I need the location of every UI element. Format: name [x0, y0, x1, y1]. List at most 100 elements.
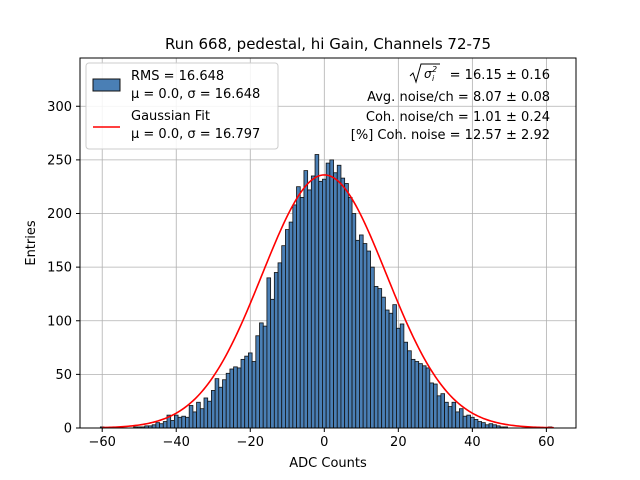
histogram-bar — [259, 322, 264, 429]
histogram-bar — [362, 243, 368, 429]
histogram-bar — [233, 366, 238, 429]
legend-label-rms: RMS = 16.648 — [131, 69, 224, 84]
x-tick-label: 0 — [320, 435, 328, 450]
histogram-bar — [155, 422, 160, 429]
histogram-bar — [481, 422, 486, 429]
histogram-bar — [414, 361, 420, 429]
legend-label-fit-params: μ = 0.0, σ = 16.797 — [131, 127, 260, 142]
histogram-bar — [307, 189, 312, 429]
histogram-bar — [281, 245, 286, 429]
histogram-bars — [99, 154, 553, 429]
histogram-bar — [366, 250, 371, 429]
histogram-bar — [244, 355, 249, 429]
histogram-bar — [344, 183, 349, 429]
histogram-bar — [329, 159, 334, 429]
histogram-bar — [173, 414, 179, 429]
histogram-bar — [418, 363, 423, 429]
histogram-bar — [396, 327, 401, 429]
annotation-coh-noise-pct: [%] Coh. noise = 12.57 ± 2.92 — [351, 128, 550, 143]
histogram-bar — [403, 341, 408, 429]
chart-title: Run 668, pedestal, hi Gain, Channels 72-… — [165, 35, 491, 53]
histogram-bar — [273, 272, 279, 429]
histogram-bar — [370, 266, 375, 429]
histogram-bar — [318, 180, 323, 429]
histogram-bar — [392, 304, 397, 429]
histogram-bar — [384, 309, 390, 429]
histogram-bar — [185, 416, 190, 429]
histogram-bar — [433, 383, 438, 429]
histogram-bar — [266, 277, 272, 429]
histogram-bar — [240, 358, 246, 429]
y-tick-label: 250 — [47, 153, 72, 168]
histogram-bar — [466, 414, 471, 429]
histogram-bar — [203, 397, 209, 429]
histogram-bar — [288, 221, 294, 429]
histogram-bar — [347, 197, 353, 429]
histogram-bar — [177, 416, 183, 429]
histogram-bar — [255, 335, 260, 429]
histogram-bar — [399, 323, 405, 429]
histogram-bar — [340, 177, 346, 429]
y-tick-label: 100 — [47, 314, 72, 329]
histogram-bar — [196, 401, 201, 429]
histogram-bar — [473, 419, 479, 429]
histogram-bar — [181, 415, 186, 429]
histogram-bar — [262, 325, 268, 429]
histogram-bar — [214, 378, 220, 429]
annotation-sigma-sum: = 16.15 ± 0.16 — [450, 68, 550, 83]
histogram-bar — [355, 239, 360, 429]
histogram-bar — [277, 262, 283, 429]
x-tick-label: 20 — [390, 435, 407, 450]
histogram-bar — [188, 405, 194, 429]
svg-text:2: 2 — [432, 65, 437, 74]
histogram-bar — [251, 361, 257, 429]
histogram-bar — [477, 421, 483, 429]
histogram-bar — [299, 197, 305, 429]
histogram-bar — [236, 367, 242, 429]
histogram-bar — [218, 386, 223, 429]
x-tick-label: −20 — [237, 435, 264, 450]
y-tick-label: 200 — [47, 207, 72, 222]
histogram-bar — [459, 408, 464, 429]
histogram-bar — [325, 162, 331, 429]
histogram-bar — [207, 400, 212, 429]
histogram-bar — [462, 415, 468, 429]
y-axis-ticks: 0 50 100 150 200 250 300 — [47, 100, 80, 437]
histogram-bar — [359, 234, 364, 429]
histogram-bar — [170, 420, 175, 429]
annotation-avg-noise: Avg. noise/ch = 8.07 ± 0.08 — [367, 90, 550, 105]
grid — [80, 58, 576, 429]
histogram-bar — [292, 204, 297, 429]
legend-label-fit: Gaussian Fit — [131, 109, 210, 124]
svg-text:σ: σ — [424, 67, 432, 81]
x-tick-label: 60 — [538, 435, 555, 450]
histogram-bar — [470, 416, 475, 429]
histogram-bar — [425, 367, 431, 429]
histogram-bar — [455, 411, 460, 429]
histogram-bar — [322, 178, 327, 429]
histogram-bar — [296, 186, 301, 429]
histogram-bar — [303, 170, 309, 429]
legend-box — [85, 62, 279, 150]
x-tick-label: −60 — [88, 435, 115, 450]
svg-text:i: i — [432, 74, 435, 83]
histogram-bar — [199, 408, 205, 429]
histogram-bar — [270, 298, 275, 429]
histogram-bar — [211, 390, 216, 429]
x-tick-label: −40 — [163, 435, 190, 450]
plot-frame — [79, 57, 577, 429]
histogram-bar — [162, 421, 168, 429]
legend-label-rms-params: μ = 0.0, σ = 16.648 — [131, 87, 260, 102]
annotation-coh-noise: Coh. noise/ch = 1.01 ± 0.24 — [366, 110, 550, 125]
y-tick-label: 300 — [47, 100, 72, 115]
y-tick-label: 0 — [64, 422, 72, 437]
histogram-bar — [351, 213, 357, 429]
histogram-bar — [373, 286, 379, 429]
histogram-bar — [336, 164, 342, 429]
y-axis-label: Entries — [24, 220, 39, 266]
histogram-bar — [429, 382, 434, 429]
histogram-bar — [436, 395, 442, 429]
histogram-bar — [388, 312, 394, 429]
histogram-bar — [444, 401, 449, 429]
